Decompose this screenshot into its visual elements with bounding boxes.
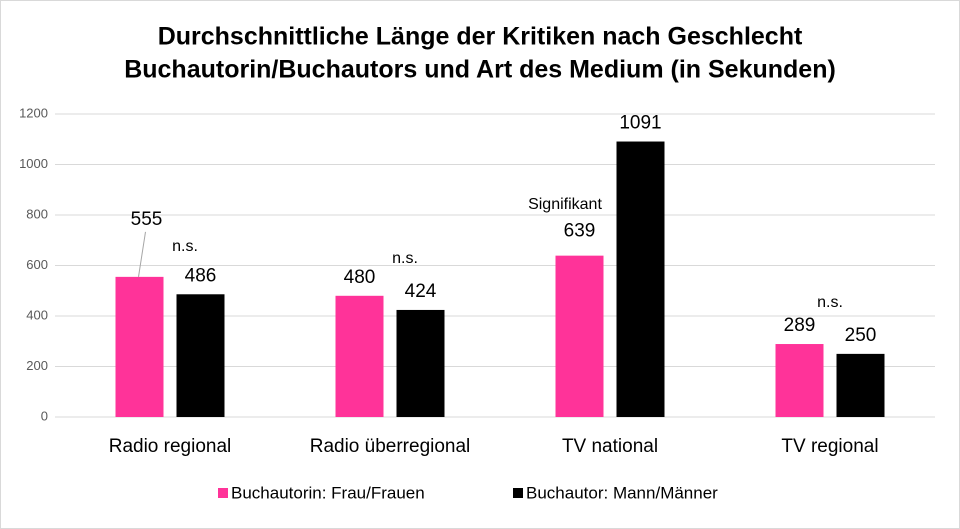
value-label: 639	[564, 221, 596, 242]
annotation: n.s.	[817, 294, 843, 311]
x-tick-label: Radio überregional	[310, 436, 471, 457]
bar	[176, 294, 225, 417]
y-tick-label: 1000	[19, 156, 48, 171]
x-tick-label: Radio regional	[109, 436, 232, 457]
annotation: Signifikant	[528, 196, 602, 213]
value-label: 250	[845, 325, 877, 346]
chart-title: Buchautorin/Buchautors und Art des Mediu…	[124, 56, 836, 84]
legend-swatch	[218, 488, 228, 498]
value-label: 289	[784, 315, 816, 336]
value-label: 555	[131, 209, 163, 230]
bar	[555, 255, 604, 417]
y-tick-label: 800	[26, 206, 48, 221]
bar	[396, 309, 445, 417]
bar	[836, 353, 885, 417]
value-label: 1091	[619, 113, 661, 134]
annotation: n.s.	[172, 238, 198, 255]
bar	[616, 141, 665, 417]
legend-label: Buchautor: Mann/Männer	[526, 483, 718, 502]
y-tick-label: 400	[26, 307, 48, 322]
x-tick-label: TV national	[562, 436, 658, 457]
y-tick-label: 200	[26, 358, 48, 373]
bar	[335, 295, 384, 417]
bar	[775, 344, 824, 417]
chart-title: Durchschnittliche Länge der Kritiken nac…	[158, 23, 803, 51]
y-tick-label: 0	[41, 408, 48, 423]
value-label: 480	[344, 267, 376, 288]
leader-line	[138, 231, 146, 277]
bar	[115, 276, 164, 417]
value-label: 424	[405, 281, 437, 302]
x-tick-label: TV regional	[781, 436, 878, 457]
legend-swatch	[513, 488, 523, 498]
legend-label: Buchautorin: Frau/Frauen	[231, 483, 425, 502]
y-tick-label: 1200	[19, 105, 48, 120]
value-label: 486	[185, 265, 217, 286]
y-tick-label: 600	[26, 257, 48, 272]
annotation: n.s.	[392, 250, 418, 267]
